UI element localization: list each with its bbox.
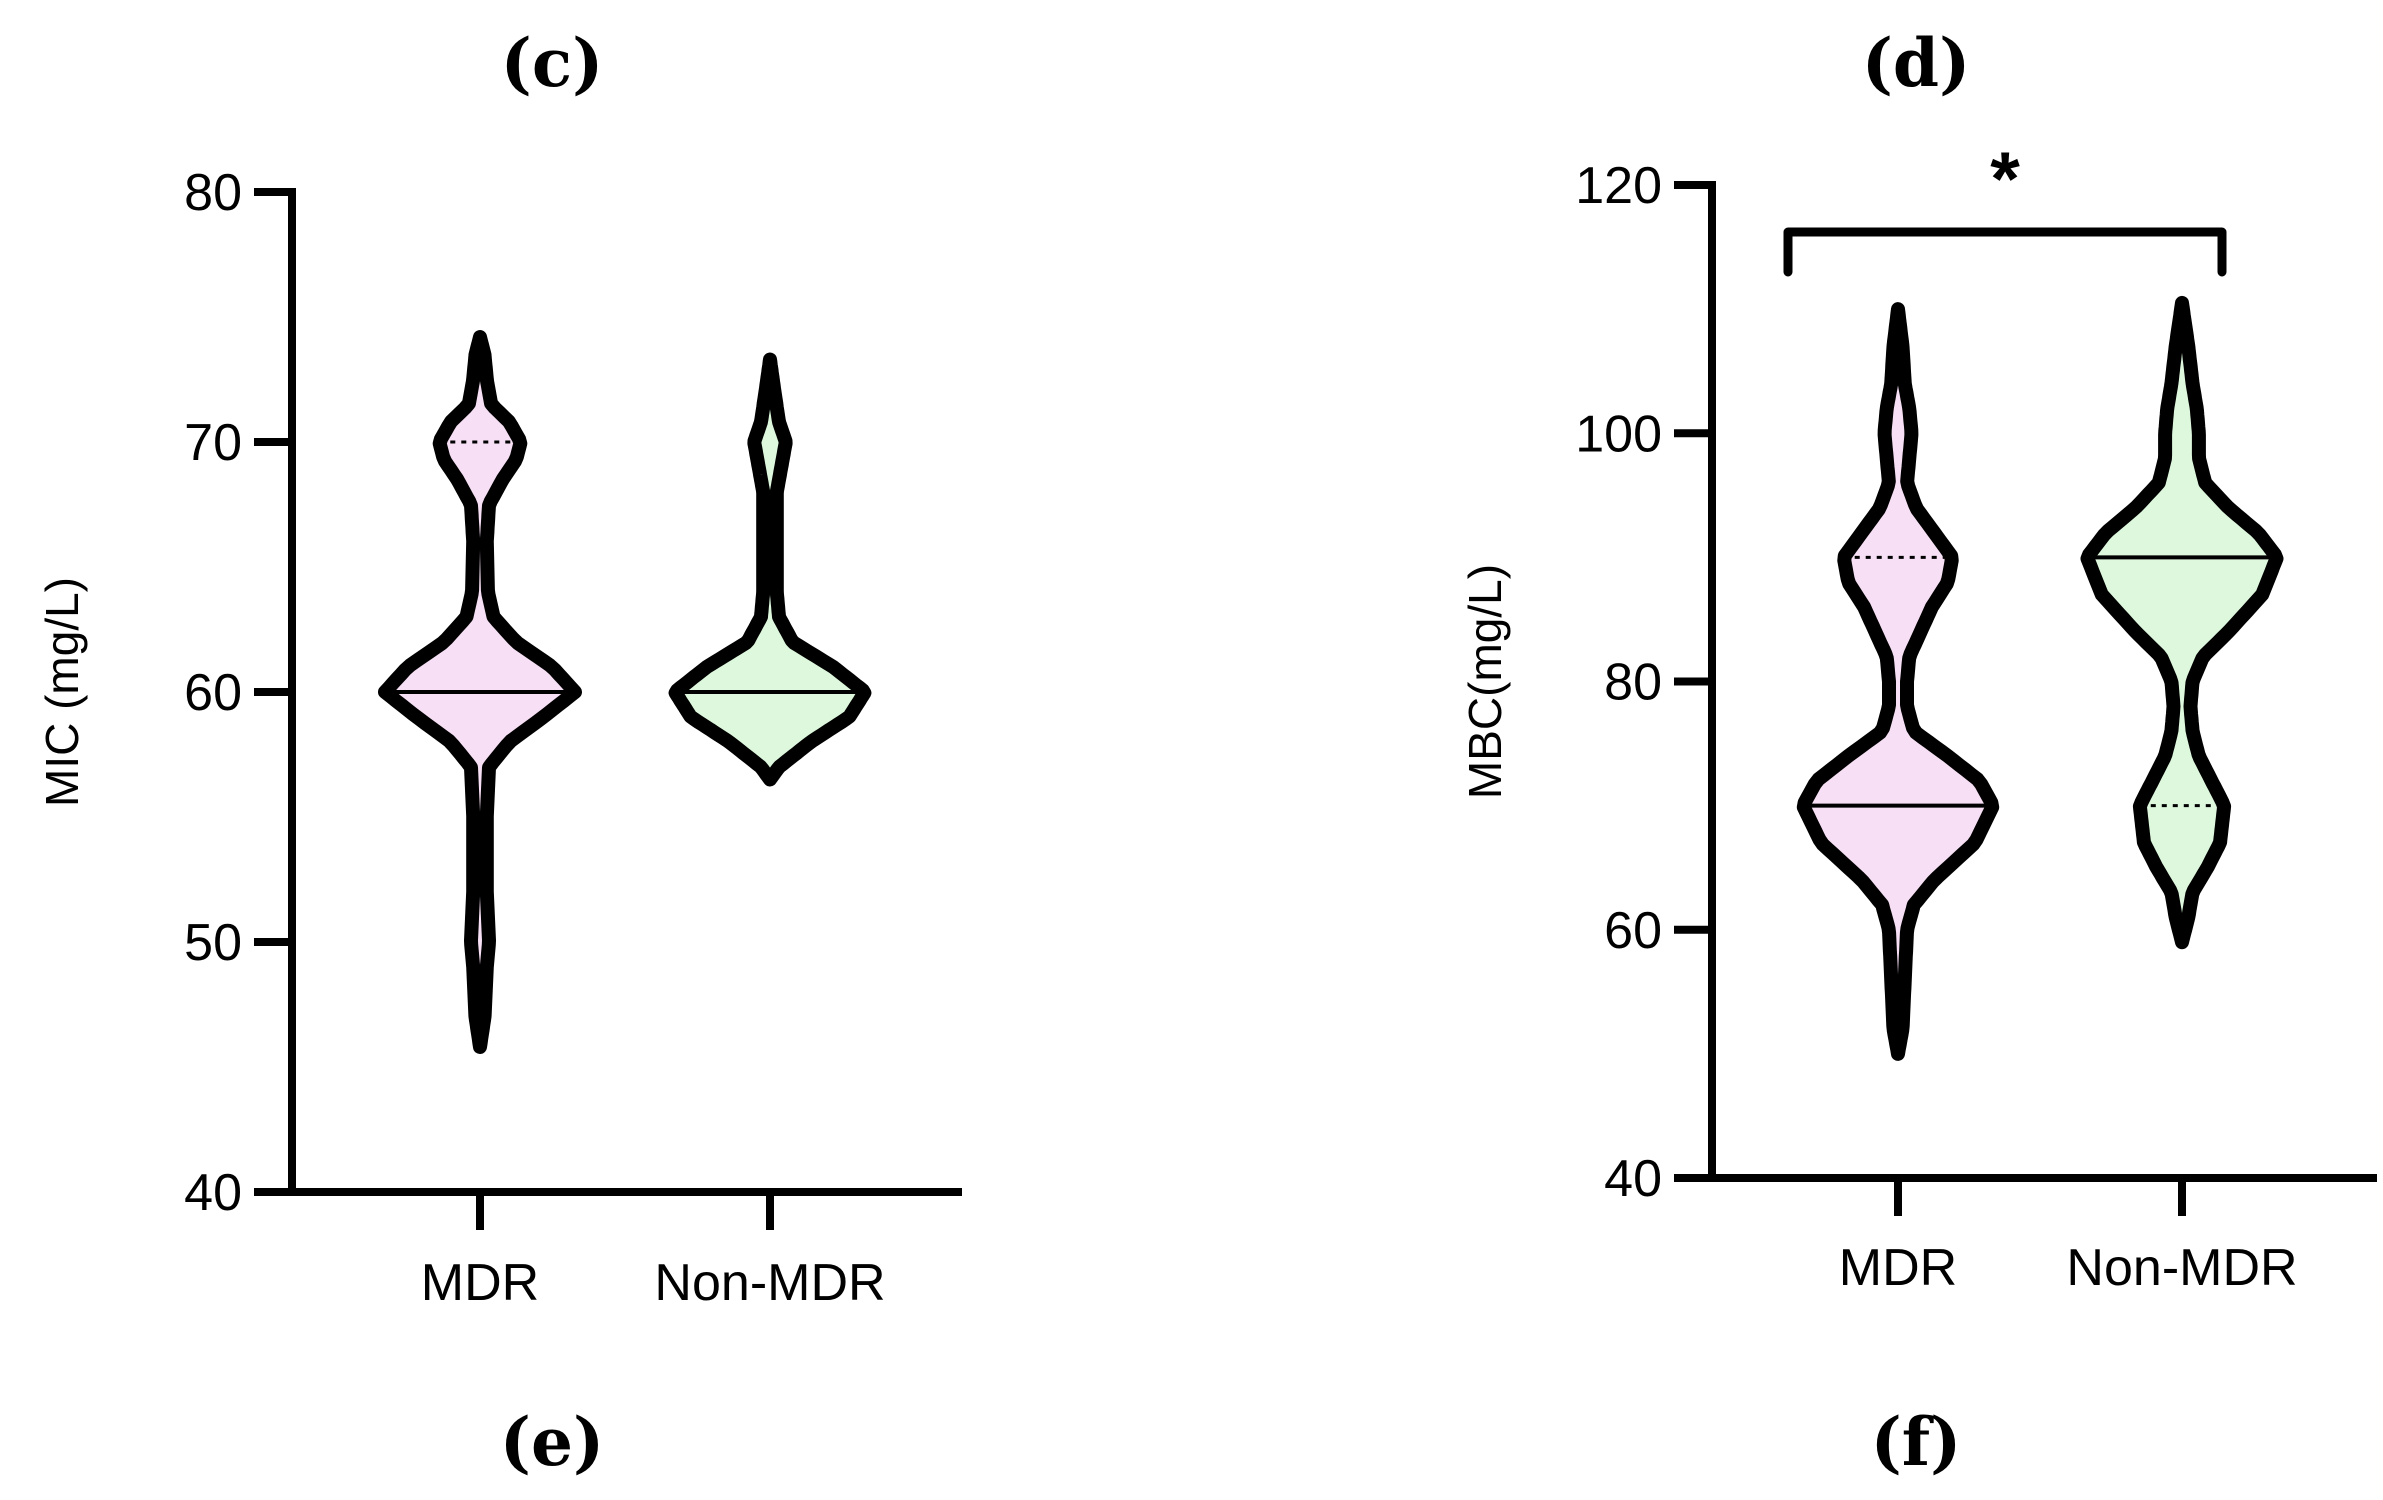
significance-bracket	[1783, 227, 2227, 277]
y-tick-label: 40	[1604, 1150, 1662, 1208]
x-category-label: MDR	[421, 1254, 539, 1312]
panel-label-e: (e)	[500, 1403, 604, 1481]
panel-label-f: (f)	[1871, 1403, 1962, 1481]
panel-label-d: (d)	[1862, 24, 1971, 102]
y-tick-label: 100	[1575, 405, 1662, 463]
y-tick-label: 60	[1604, 902, 1662, 960]
violin-non-mdr	[2080, 295, 2284, 950]
y-tick-label: 60	[184, 664, 242, 722]
significance-star: *	[1990, 137, 2020, 222]
y-tick-label: 70	[184, 414, 242, 472]
y-axis-title: MBC(mg/L)	[1459, 564, 1511, 799]
violin-non-mdr	[668, 352, 872, 787]
x-category-label: Non-MDR	[2066, 1239, 2297, 1297]
x-category-label: MDR	[1839, 1239, 1957, 1297]
violin-mdr	[1796, 302, 2000, 1061]
mic-violin-chart: 40 50 60 70 80 MIC (mg/L) MDR Non-MDR	[36, 164, 962, 1312]
x-category-label: Non-MDR	[654, 1254, 885, 1312]
y-axis-title: MIC (mg/L)	[36, 577, 88, 807]
mbc-violin-chart: 40 60 80 100 120 MBC(mg/L) MDR Non-MDR *	[1459, 137, 2377, 1297]
y-tick-label: 50	[184, 914, 242, 972]
y-tick-label: 80	[1604, 654, 1662, 712]
panel-label-c: (c)	[501, 24, 604, 102]
y-tick-label: 80	[184, 164, 242, 222]
y-tick-label: 120	[1575, 157, 1662, 215]
y-tick-label: 40	[184, 1164, 242, 1222]
